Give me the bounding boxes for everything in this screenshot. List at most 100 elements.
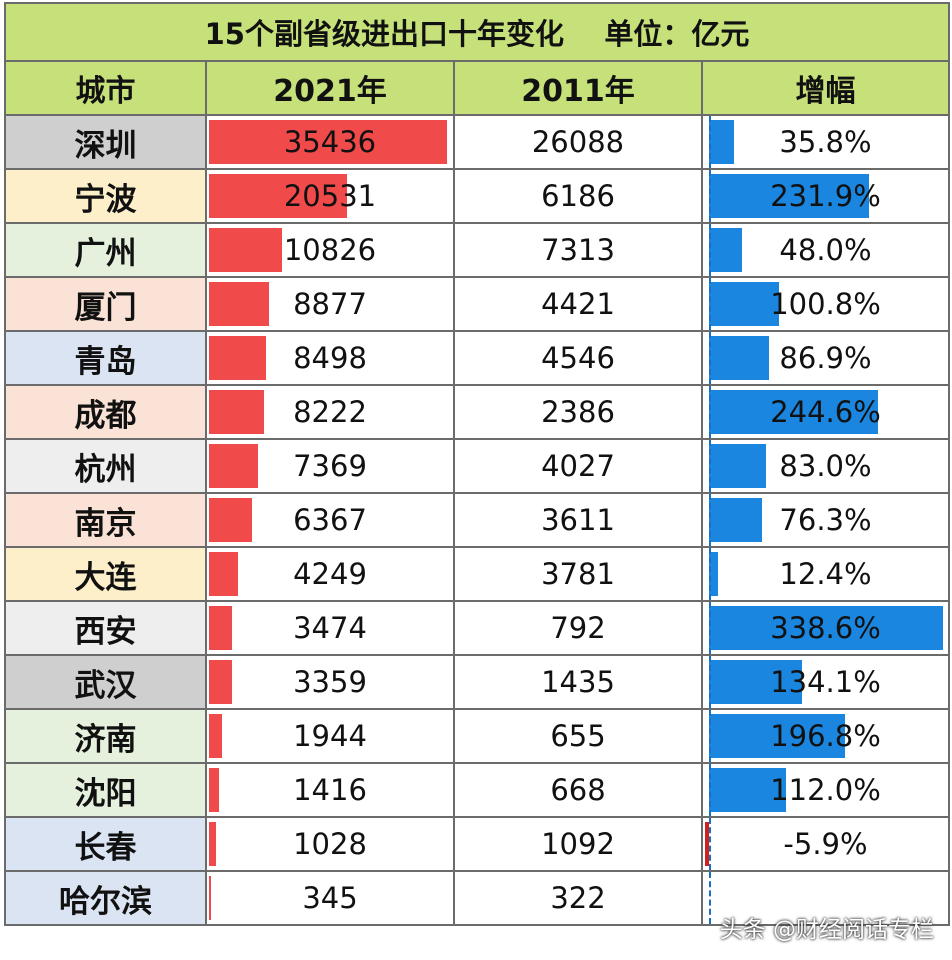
growth-label: 231.9% [770,179,881,213]
growth-label: 196.8% [770,719,881,753]
growth-label: 338.6% [770,611,881,645]
table-row: 杭州 7369 4027 83.0% [4,438,950,494]
bar-2021 [209,822,216,866]
bar-2021 [209,120,447,164]
table-body: 深圳 35436 26088 35.8% 宁波 20531 6186 231.9% 广州 1082… [4,114,950,926]
value-2021-label: 7369 [293,449,367,483]
chart-title: 15个副省级进出口十年变化 单位：亿元 [4,2,950,62]
bar-2021 [209,498,252,542]
bar-2021 [209,174,347,218]
value-2011-cell: 668 [453,762,703,818]
value-2021-cell: 7369 [205,438,455,494]
value-2021-label: 6367 [293,503,367,537]
city-cell: 沈阳 [4,762,207,818]
bar-2021 [209,390,264,434]
growth-axis [709,440,711,492]
city-cell: 宁波 [4,168,207,224]
growth-label: 83.0% [779,449,872,483]
growth-label: 12.4% [779,557,872,591]
bar-2021 [209,282,269,326]
bar-growth [709,282,779,326]
city-cell: 深圳 [4,114,207,170]
value-2011-cell: 3781 [453,546,703,602]
growth-axis [709,818,711,870]
table-row: 广州 10826 7313 48.0% [4,222,950,278]
table-row: 长春 1028 1092 -5.9% [4,816,950,872]
city-cell: 成都 [4,384,207,440]
city-cell: 大连 [4,546,207,602]
city-cell: 广州 [4,222,207,278]
city-cell: 杭州 [4,438,207,494]
value-2021-cell: 20531 [205,168,455,224]
growth-label: 134.1% [770,665,881,699]
growth-axis [709,548,711,600]
city-cell: 南京 [4,492,207,548]
value-2021-cell: 35436 [205,114,455,170]
growth-label: 48.0% [779,233,872,267]
city-cell: 青岛 [4,330,207,386]
value-2011-cell: 1435 [453,654,703,710]
header-2011: 2011年 [453,60,703,116]
value-2021-label: 3474 [293,611,367,645]
growth-label: 35.8% [779,125,872,159]
bar-2021 [209,228,282,272]
table-row: 哈尔滨 345 322 [4,870,950,926]
growth-axis [709,224,711,276]
value-2011-cell: 4546 [453,330,703,386]
header-2021: 2021年 [205,60,455,116]
value-2011-cell: 1092 [453,816,703,872]
growth-cell: 112.0% [701,762,950,818]
bar-2021 [209,876,211,920]
value-2021-cell: 3359 [205,654,455,710]
bar-growth [709,336,769,380]
value-2021-label: 20531 [283,179,377,213]
header-growth: 增幅 [701,60,950,116]
table-row: 宁波 20531 6186 231.9% [4,168,950,224]
table-row: 沈阳 1416 668 112.0% [4,762,950,818]
bar-growth [705,822,709,866]
value-2021-cell: 8498 [205,330,455,386]
growth-cell [701,870,950,926]
value-2021-cell: 8222 [205,384,455,440]
growth-axis [709,386,711,438]
growth-axis [709,602,711,654]
value-2021-cell: 1028 [205,816,455,872]
city-cell: 厦门 [4,276,207,332]
bar-2021 [209,768,219,812]
value-2021-label: 1028 [293,827,367,861]
bar-growth [709,228,742,272]
value-2011-cell: 4421 [453,276,703,332]
value-2011-cell: 4027 [453,438,703,494]
growth-cell: 35.8% [701,114,950,170]
value-2021-label: 3359 [293,665,367,699]
value-2021-label: 10826 [283,233,377,267]
table-row: 成都 8222 2386 244.6% [4,384,950,440]
value-2011-cell: 792 [453,600,703,656]
table-row: 西安 3474 792 338.6% [4,600,950,656]
growth-cell: 83.0% [701,438,950,494]
bar-2021 [209,336,266,380]
city-cell: 西安 [4,600,207,656]
growth-cell: 76.3% [701,492,950,548]
growth-axis [709,170,711,222]
value-2011-cell: 3611 [453,492,703,548]
value-2011-cell: 6186 [453,168,703,224]
growth-label: 244.6% [770,395,881,429]
table-row: 南京 6367 3611 76.3% [4,492,950,548]
bar-2021 [209,660,232,704]
value-2021-label: 1416 [293,773,367,807]
bar-growth [709,174,869,218]
growth-cell: 12.4% [701,546,950,602]
growth-axis [709,872,711,924]
value-2011-cell: 2386 [453,384,703,440]
value-2021-cell: 1944 [205,708,455,764]
growth-cell: 100.8% [701,276,950,332]
bar-2021 [209,552,238,596]
bar-growth [709,606,943,650]
growth-cell: 48.0% [701,222,950,278]
growth-cell: 196.8% [701,708,950,764]
chart-frame: 15个副省级进出口十年变化 单位：亿元 城市 2021年 2011年 增幅 深圳… [4,2,950,958]
growth-cell: -5.9% [701,816,950,872]
value-2021-label: 345 [302,881,358,915]
table-row: 武汉 3359 1435 134.1% [4,654,950,710]
